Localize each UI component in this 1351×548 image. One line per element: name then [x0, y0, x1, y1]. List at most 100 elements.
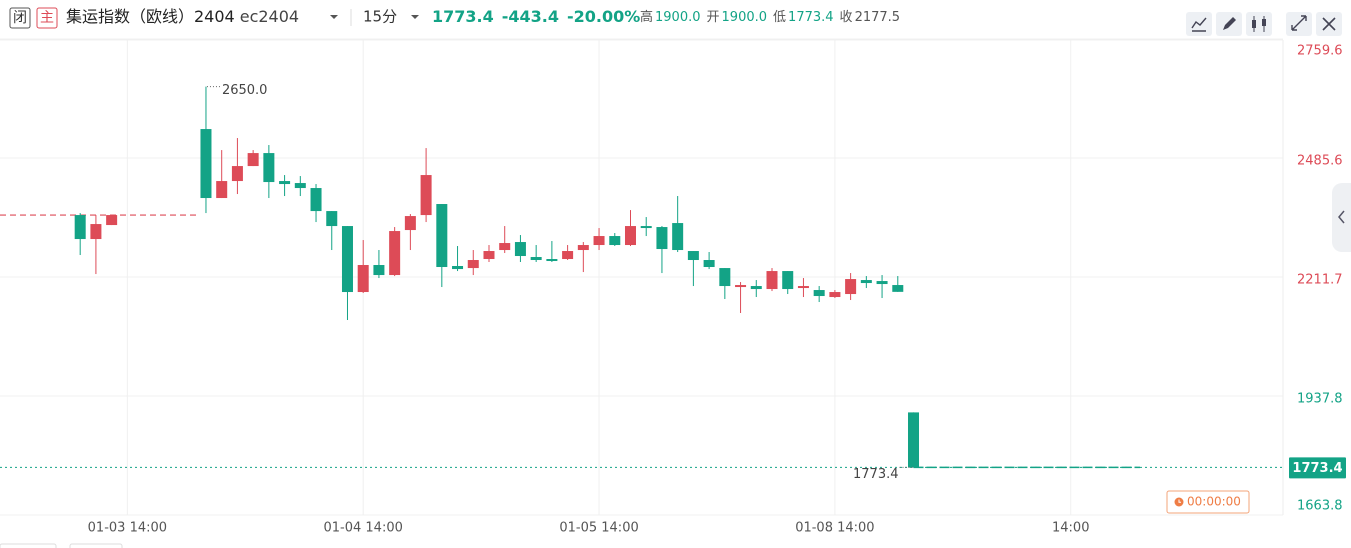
stat-label: 开: [707, 10, 720, 25]
candle-body: [231, 166, 243, 182]
candle-body: [279, 181, 291, 185]
tool-button[interactable]: [1246, 12, 1272, 36]
candle-body: [420, 175, 432, 216]
candle-body: [106, 215, 118, 226]
candle-body: [782, 271, 794, 290]
candle-body: [326, 211, 338, 227]
candle-body: [200, 129, 212, 199]
candle-body: [389, 231, 401, 276]
tool-icon: [1322, 17, 1336, 31]
badge[interactable]: 主: [40, 10, 54, 26]
badge[interactable]: 闭: [13, 10, 27, 26]
x-tick-label: 01-08 14:00: [795, 521, 874, 536]
timer-label: 00:00:00: [1187, 495, 1241, 509]
candle-body: [908, 412, 920, 468]
symbol-code: ec2404: [240, 7, 299, 26]
x-tick-label: 01-03 14:00: [88, 521, 167, 536]
stat-label: 高: [640, 9, 653, 25]
y-tick-label: 1663.8: [1297, 499, 1343, 514]
candle-body: [735, 285, 747, 288]
candle-body: [341, 226, 353, 293]
candle-body: [530, 257, 542, 261]
candle-body: [813, 290, 825, 297]
candle-body: [562, 251, 574, 260]
candle-body: [216, 181, 228, 199]
symbol-title: 集运指数（欧线）2404: [66, 7, 235, 26]
last-label: 1773.4: [853, 467, 899, 482]
badge-box[interactable]: [36, 7, 58, 29]
tool-button[interactable]: [1286, 12, 1312, 36]
candle-body: [860, 280, 872, 284]
candle-body: [404, 216, 416, 231]
candle-body: [672, 223, 684, 251]
stat-value: 1900.0: [655, 10, 701, 25]
candle-body: [577, 245, 589, 251]
candle-body: [845, 279, 857, 295]
percent: -20.00%: [567, 7, 640, 26]
max-label: 2650.0: [222, 83, 267, 98]
bottom-tab[interactable]: [69, 543, 123, 548]
candle-body: [310, 188, 322, 212]
x-tick-label: 01-05 14:00: [559, 521, 638, 536]
price-tag: [1289, 457, 1346, 479]
candle-body: [687, 251, 699, 261]
timer-box: [1166, 490, 1250, 514]
candle-body: [294, 183, 306, 189]
candle-body: [766, 271, 778, 290]
side-tab-icon: [1338, 210, 1345, 224]
candle-body: [892, 285, 904, 292]
candle-body: [467, 260, 479, 269]
period[interactable]: 15分: [363, 8, 397, 26]
last-price: 1773.4: [432, 7, 494, 26]
candle-body: [593, 236, 605, 246]
candle-body: [876, 281, 888, 285]
candle-body: [90, 224, 102, 240]
stat-label: 低: [773, 10, 786, 25]
candle-body: [546, 259, 558, 262]
dropdown-arrow[interactable]: [330, 15, 338, 19]
bottom-tab[interactable]: [0, 543, 57, 548]
candle-body: [514, 242, 526, 257]
tool-icon: [1223, 17, 1236, 30]
candle-body: [247, 153, 259, 167]
tool-icon: [1262, 19, 1266, 26]
stats: 高 1900.0 开 1900.0 低 1773.4 收 2177.5: [640, 9, 900, 25]
change: -443.4: [502, 7, 559, 26]
badge-box[interactable]: [9, 7, 31, 29]
candle-body: [719, 268, 731, 287]
stat-label: 收: [840, 10, 853, 25]
candle-body: [263, 153, 275, 183]
candle-body: [750, 286, 762, 290]
dropdown-arrow[interactable]: [411, 15, 419, 19]
candle-body: [624, 226, 636, 246]
candle-body: [499, 243, 511, 251]
quote: 1773.4 -443.4 -20.00%: [432, 7, 640, 26]
candle-body: [436, 204, 448, 268]
candle-body: [452, 266, 464, 270]
stat-value: 1773.4: [788, 10, 834, 25]
stat-value: 2177.5: [855, 10, 901, 25]
price-tag-label: 1773.4: [1292, 461, 1342, 476]
candle-body: [483, 251, 495, 260]
candle-body: [357, 265, 369, 293]
timer-icon-hands: [1178, 499, 1181, 503]
candle-body: [656, 227, 668, 250]
y-tick-label: 2485.6: [1297, 154, 1343, 169]
x-tick-label: 14:00: [1052, 521, 1089, 536]
side-tab[interactable]: [1332, 183, 1351, 252]
candle-body: [373, 265, 385, 276]
y-tick-label: 2211.7: [1297, 273, 1343, 288]
tool-icon: [1291, 15, 1307, 31]
candle-body: [797, 286, 809, 289]
candle-body: [703, 260, 715, 268]
symbol[interactable]: 集运指数（欧线）2404 ec2404: [66, 7, 299, 26]
candle-body: [609, 236, 621, 246]
toolbar: [1186, 12, 1342, 36]
candle-body: [829, 292, 841, 298]
candle-body: [74, 215, 86, 240]
stat-value: 1900.0: [722, 10, 768, 25]
tool-icon: [1252, 20, 1256, 28]
x-tick-label: 01-04 14:00: [324, 521, 403, 536]
